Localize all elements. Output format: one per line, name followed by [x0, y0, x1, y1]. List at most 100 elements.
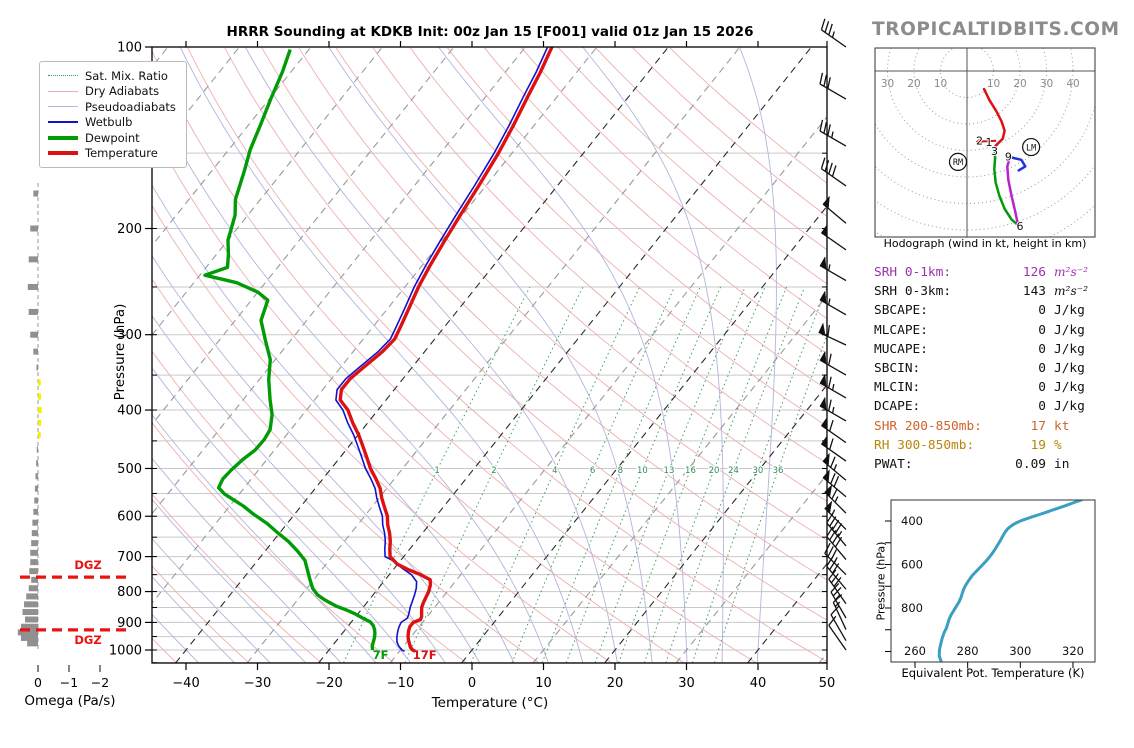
- svg-text:40: 40: [750, 676, 767, 691]
- svg-text:280: 280: [957, 644, 979, 658]
- svg-text:0: 0: [34, 675, 42, 690]
- svg-text:LM: LM: [1026, 143, 1036, 153]
- svg-text:9: 9: [1005, 151, 1012, 164]
- stat-row-mucape: MUCAPE: 0 J/kg: [874, 340, 1120, 359]
- wetbulb-curve: [335, 47, 549, 653]
- stat-value: 0: [1038, 341, 1046, 357]
- wetbulb-line-sample: [48, 121, 78, 124]
- stat-value: 143: [1022, 284, 1046, 300]
- stat-unit: J/kg: [1054, 380, 1085, 396]
- svg-text:500: 500: [117, 462, 142, 477]
- theta-e-curve: [937, 500, 1083, 662]
- legend-item-dewpoint: Dewpoint: [48, 130, 176, 146]
- stat-row-dcape: DCAPE: 0 J/kg: [874, 397, 1120, 416]
- stat-label: SBCIN:: [874, 360, 921, 376]
- stat-row-pwat: PWAT: 0.09 in: [874, 455, 1120, 474]
- svg-text:1: 1: [434, 466, 439, 476]
- stat-label: RH 300-850mb:: [874, 437, 975, 453]
- svg-text:300: 300: [117, 328, 142, 343]
- svg-text:0: 0: [468, 676, 476, 691]
- svg-text:20: 20: [607, 676, 624, 691]
- hodograph-trace-6-9km: [1006, 155, 1020, 227]
- svg-text:16: 16: [685, 466, 696, 476]
- svg-text:6: 6: [1017, 220, 1024, 233]
- omega-axis-title: Omega (Pa/s): [24, 693, 116, 709]
- pressure-axis-title: Pressure (hPa): [112, 303, 128, 401]
- theta-e-inset: 400 600 800 260 280 300 320: [885, 499, 1096, 668]
- svg-text:30: 30: [881, 78, 894, 90]
- stat-row-srh-0-1km: SRH 0-1km: 126 m²s⁻²: [874, 263, 1120, 282]
- svg-text:RM: RM: [953, 158, 963, 168]
- dewpoint-curve: [203, 49, 377, 651]
- svg-text:30: 30: [678, 676, 695, 691]
- svg-text:10: 10: [934, 78, 947, 90]
- svg-text:3: 3: [991, 145, 998, 158]
- svg-text:36: 36: [773, 466, 784, 476]
- temperature-curve: [338, 47, 554, 653]
- stat-label: SHR 200-850mb:: [874, 418, 982, 434]
- legend-item-temperature: Temperature: [48, 146, 176, 162]
- stat-label: SRH 0-3km:: [874, 284, 952, 300]
- temperature-line-sample: [48, 151, 78, 156]
- stat-value: 19: [1030, 437, 1046, 453]
- svg-text:400: 400: [117, 404, 142, 419]
- wind-barbs: [818, 18, 847, 651]
- svg-text:24: 24: [728, 466, 739, 476]
- stat-unit: m²s⁻²: [1054, 265, 1089, 279]
- svg-text:6: 6: [590, 466, 595, 476]
- sounding-curves: [203, 47, 554, 653]
- stat-label: SBCAPE:: [874, 303, 928, 319]
- hodograph: 30 20 10 10 20 30 40 123 6 9 RM LM: [874, 47, 1096, 238]
- svg-text:2: 2: [976, 134, 983, 147]
- legend-label: Wetbulb: [85, 115, 133, 130]
- svg-text:10: 10: [637, 466, 648, 476]
- svg-text:13: 13: [664, 466, 675, 476]
- svg-text:320: 320: [1062, 644, 1084, 658]
- svg-text:−10: −10: [387, 676, 414, 691]
- thetae-axis-title: Equivalent Pot. Temperature (K): [901, 666, 1085, 680]
- stat-unit: %: [1054, 437, 1062, 453]
- svg-text:20: 20: [907, 78, 920, 90]
- watermark-logo: TROPICALTIDBITS.COM: [872, 19, 1120, 40]
- svg-text:40: 40: [1066, 78, 1079, 90]
- svg-text:30: 30: [1040, 78, 1053, 90]
- stat-row-mlcape: MLCAPE: 0 J/kg: [874, 321, 1120, 340]
- stat-row-mlcin: MLCIN: 0 J/kg: [874, 378, 1120, 397]
- svg-text:17F: 17F: [413, 648, 437, 662]
- svg-text:10: 10: [535, 676, 552, 691]
- legend-label: Pseudoadiabats: [85, 99, 176, 114]
- hodograph-trace-3-6km: [993, 145, 1020, 227]
- stat-value: 0: [1038, 380, 1046, 396]
- svg-text:1000: 1000: [109, 644, 142, 659]
- svg-text:−20: −20: [315, 676, 342, 691]
- svg-text:10: 10: [987, 78, 1000, 90]
- stat-value: 0: [1038, 360, 1046, 376]
- stat-value: 0.09: [1015, 456, 1046, 472]
- dry-adiabat-line-sample: [48, 90, 78, 92]
- dgz-markers: DGZ DGZ: [20, 558, 128, 647]
- stat-row-sbcin: SBCIN: 0 J/kg: [874, 359, 1120, 378]
- legend-label: Temperature: [85, 146, 158, 161]
- svg-text:2: 2: [491, 466, 496, 476]
- stat-unit: J/kg: [1054, 322, 1085, 338]
- legend-label: Dry Adiabats: [85, 84, 160, 99]
- hodograph-trace-0-3km: [982, 87, 1006, 149]
- stat-unit: J/kg: [1054, 399, 1085, 415]
- hodograph-caption: Hodograph (wind in kt, height in km): [883, 237, 1087, 250]
- svg-text:−30: −30: [244, 676, 271, 691]
- stat-label: MLCIN:: [874, 380, 921, 396]
- legend-item-dry-adiabats: Dry Adiabats: [48, 84, 176, 100]
- hodograph-trace-9-12km: [1008, 155, 1027, 172]
- legend-item-sat-mix-ratio: Sat. Mix. Ratio: [48, 68, 176, 84]
- svg-text:20: 20: [1013, 78, 1026, 90]
- stat-value: 0: [1038, 303, 1046, 319]
- mixing-ratio-labels: 1 2 4 6 8 10 13 16 20 24 30 36: [433, 465, 785, 478]
- stat-row-srh-0-3km: SRH 0-3km: 143 m²s⁻²: [874, 282, 1120, 301]
- legend-label: Dewpoint: [85, 130, 140, 145]
- stat-unit: J/kg: [1054, 360, 1085, 376]
- svg-text:8: 8: [618, 466, 623, 476]
- stat-label: SRH 0-1km:: [874, 265, 952, 280]
- temperature-axis-title: Temperature (°C): [431, 695, 549, 711]
